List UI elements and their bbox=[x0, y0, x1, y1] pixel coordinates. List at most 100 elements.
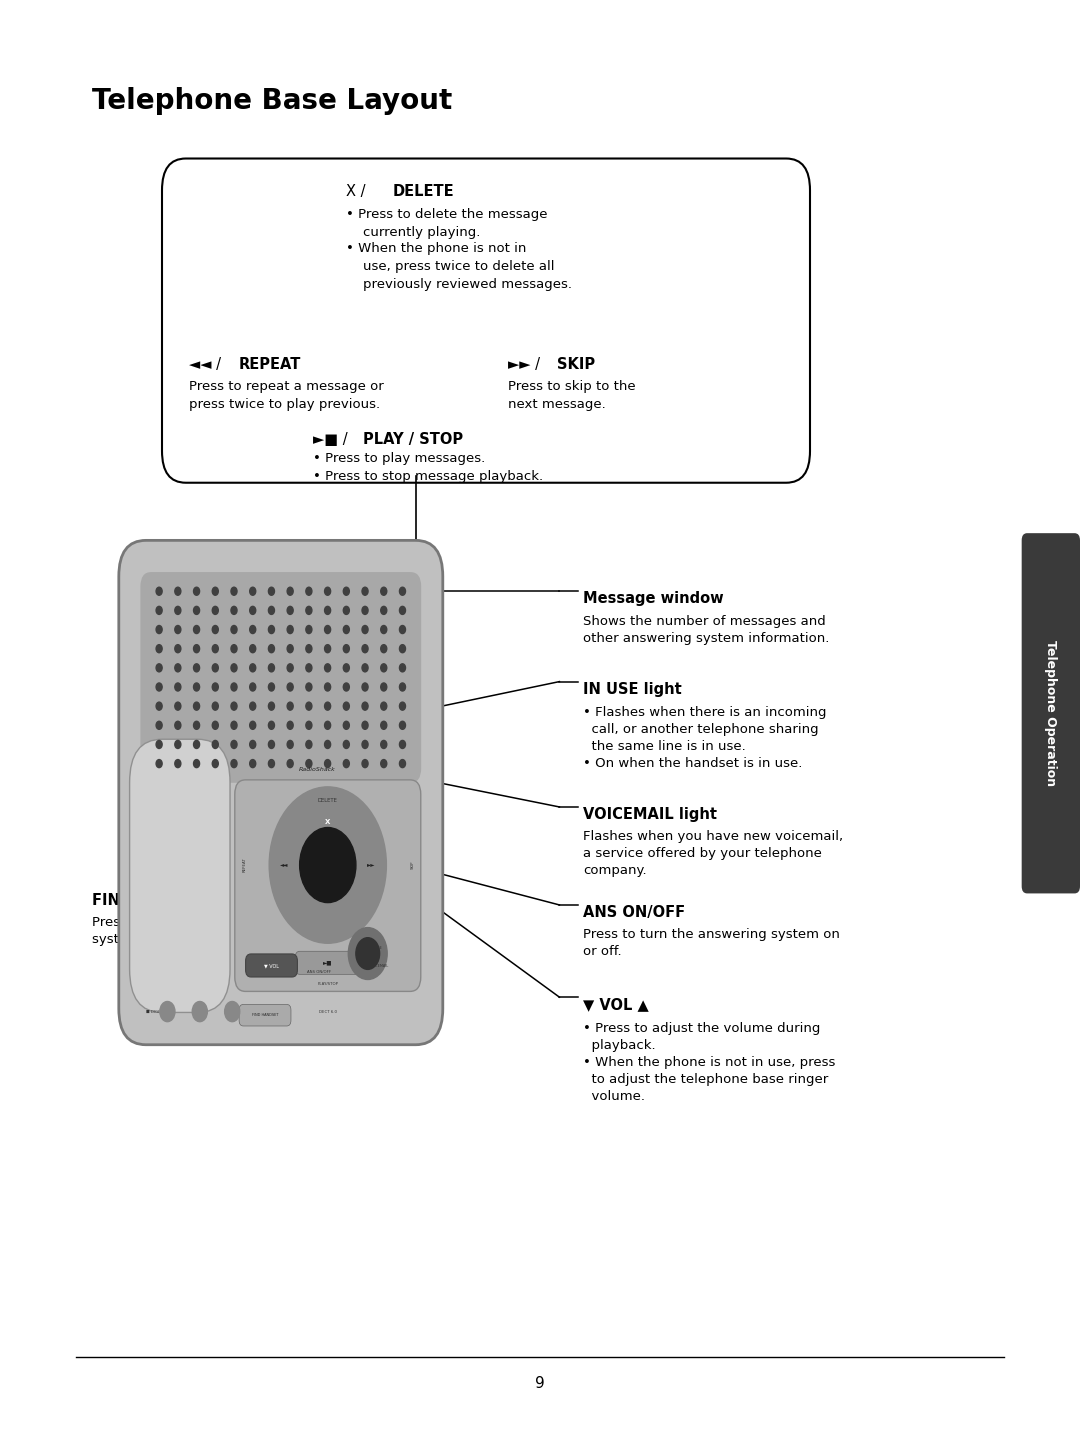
Circle shape bbox=[400, 683, 405, 692]
Circle shape bbox=[362, 683, 368, 692]
Circle shape bbox=[306, 664, 312, 672]
FancyBboxPatch shape bbox=[119, 540, 443, 1045]
Circle shape bbox=[231, 644, 237, 653]
Circle shape bbox=[193, 625, 200, 634]
Text: Press to skip to the
next message.: Press to skip to the next message. bbox=[508, 380, 635, 412]
Circle shape bbox=[381, 586, 387, 595]
Circle shape bbox=[249, 759, 256, 768]
Circle shape bbox=[231, 683, 237, 692]
Circle shape bbox=[157, 586, 162, 595]
Text: ▼ VOL ▲: ▼ VOL ▲ bbox=[583, 997, 649, 1012]
Circle shape bbox=[193, 759, 200, 768]
Circle shape bbox=[362, 586, 368, 595]
Circle shape bbox=[362, 607, 368, 614]
Circle shape bbox=[249, 664, 256, 672]
Circle shape bbox=[356, 938, 380, 970]
Circle shape bbox=[343, 586, 349, 595]
Circle shape bbox=[325, 644, 330, 653]
Text: • When the phone is not in
    use, press twice to delete all
    previously rev: • When the phone is not in use, press tw… bbox=[346, 242, 571, 291]
Circle shape bbox=[400, 722, 405, 729]
Circle shape bbox=[325, 759, 330, 768]
Text: • Press to delete the message
    currently playing.: • Press to delete the message currently … bbox=[346, 208, 548, 239]
Circle shape bbox=[175, 625, 180, 634]
Circle shape bbox=[193, 607, 200, 614]
Circle shape bbox=[269, 586, 274, 595]
Circle shape bbox=[157, 683, 162, 692]
Circle shape bbox=[381, 607, 387, 614]
Circle shape bbox=[160, 1001, 175, 1022]
Circle shape bbox=[343, 607, 349, 614]
Circle shape bbox=[287, 586, 293, 595]
Circle shape bbox=[192, 1001, 207, 1022]
Circle shape bbox=[381, 625, 387, 634]
Text: ►►: ►► bbox=[367, 863, 376, 867]
Circle shape bbox=[193, 702, 200, 710]
Text: Telephone Operation: Telephone Operation bbox=[1044, 640, 1057, 787]
Text: DECT 6.0: DECT 6.0 bbox=[319, 1010, 337, 1013]
Circle shape bbox=[306, 644, 312, 653]
Circle shape bbox=[157, 664, 162, 672]
Circle shape bbox=[269, 664, 274, 672]
Text: IN USE light: IN USE light bbox=[583, 682, 681, 696]
FancyBboxPatch shape bbox=[140, 572, 421, 782]
FancyBboxPatch shape bbox=[130, 739, 230, 1013]
Circle shape bbox=[381, 722, 387, 729]
Circle shape bbox=[362, 625, 368, 634]
Circle shape bbox=[362, 722, 368, 729]
Circle shape bbox=[343, 683, 349, 692]
Text: IN USE: IN USE bbox=[370, 947, 381, 951]
Circle shape bbox=[231, 625, 237, 634]
Text: FIND HANDSET: FIND HANDSET bbox=[92, 893, 216, 908]
Circle shape bbox=[157, 702, 162, 710]
Circle shape bbox=[362, 741, 368, 748]
Text: VOICEMAIL: VOICEMAIL bbox=[370, 964, 389, 968]
Circle shape bbox=[269, 759, 274, 768]
Circle shape bbox=[306, 607, 312, 614]
Circle shape bbox=[213, 702, 218, 710]
FancyBboxPatch shape bbox=[162, 159, 810, 483]
Circle shape bbox=[287, 625, 293, 634]
Circle shape bbox=[231, 586, 237, 595]
Circle shape bbox=[175, 722, 180, 729]
Circle shape bbox=[269, 644, 274, 653]
Circle shape bbox=[175, 586, 180, 595]
Circle shape bbox=[325, 722, 330, 729]
Circle shape bbox=[269, 787, 387, 944]
Circle shape bbox=[193, 722, 200, 729]
Circle shape bbox=[400, 741, 405, 748]
Circle shape bbox=[287, 644, 293, 653]
Circle shape bbox=[213, 586, 218, 595]
Text: RadioShack: RadioShack bbox=[298, 768, 336, 772]
Circle shape bbox=[306, 702, 312, 710]
Text: Press to turn the answering system on
or off.: Press to turn the answering system on or… bbox=[583, 928, 840, 958]
Circle shape bbox=[269, 741, 274, 748]
Circle shape bbox=[325, 741, 330, 748]
FancyBboxPatch shape bbox=[1022, 533, 1080, 893]
Text: ◄◄: ◄◄ bbox=[280, 863, 288, 867]
Circle shape bbox=[157, 644, 162, 653]
Text: ►■ /: ►■ / bbox=[313, 432, 352, 447]
Circle shape bbox=[225, 1001, 240, 1022]
Circle shape bbox=[343, 625, 349, 634]
Text: REPEAT: REPEAT bbox=[239, 357, 301, 372]
Text: PLAY/STOP: PLAY/STOP bbox=[318, 981, 338, 986]
Circle shape bbox=[193, 741, 200, 748]
Circle shape bbox=[157, 759, 162, 768]
Text: ■ DIGITAL: ■ DIGITAL bbox=[146, 1010, 166, 1013]
Circle shape bbox=[249, 722, 256, 729]
Text: DELETE: DELETE bbox=[318, 798, 338, 804]
Text: FIND HANDSET: FIND HANDSET bbox=[252, 1013, 279, 1017]
Circle shape bbox=[175, 644, 180, 653]
Text: ▼ VOL: ▼ VOL bbox=[264, 963, 279, 968]
Circle shape bbox=[193, 586, 200, 595]
Text: X: X bbox=[325, 818, 330, 826]
Circle shape bbox=[325, 702, 330, 710]
Text: Press to repeat a message or
press twice to play previous.: Press to repeat a message or press twice… bbox=[189, 380, 383, 412]
Text: ANS ON/OFF: ANS ON/OFF bbox=[583, 905, 686, 919]
Text: • Press to adjust the volume during
  playback.
• When the phone is not in use, : • Press to adjust the volume during play… bbox=[583, 1022, 836, 1102]
Circle shape bbox=[400, 625, 405, 634]
Circle shape bbox=[157, 741, 162, 748]
FancyBboxPatch shape bbox=[245, 954, 297, 977]
Text: Flashes when you have new voicemail,
a service offered by your telephone
company: Flashes when you have new voicemail, a s… bbox=[583, 830, 843, 878]
Text: Press to page all
system handsets.: Press to page all system handsets. bbox=[92, 916, 210, 947]
